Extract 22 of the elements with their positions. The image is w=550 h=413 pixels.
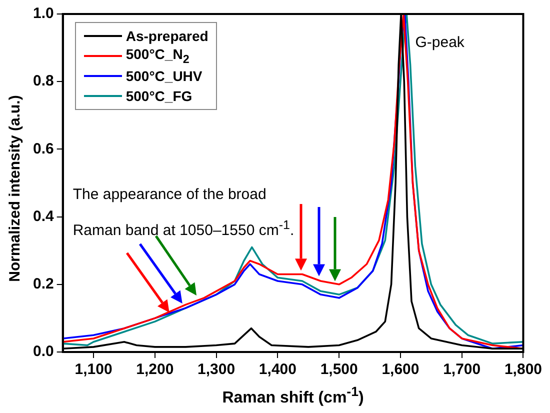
x-tick-label: 1,800 xyxy=(504,361,542,378)
legend-label: 500°C_N$_{2}$ xyxy=(126,46,190,66)
text: The appearance of the broad Raman band at 1050–1550 cm$^{-1}$. xyxy=(72,186,294,239)
legend-label: As-prepared xyxy=(126,28,208,44)
x-tick-label: 1,700 xyxy=(443,361,481,378)
x-tick-label: 1,200 xyxy=(136,361,174,378)
x-tick-label: 1,300 xyxy=(198,361,236,378)
y-tick-label: 0.8 xyxy=(32,72,54,90)
y-tick-label: 0.4 xyxy=(32,208,54,225)
legend-label: 500°C_UHV xyxy=(126,68,202,84)
x-tick-label: 1,600 xyxy=(382,361,420,378)
y-tick-label: 0.6 xyxy=(32,140,54,158)
annotation: G-peak xyxy=(415,34,464,51)
y-tick-label: 0.0 xyxy=(32,343,54,360)
y-tick-label: 0.2 xyxy=(32,276,54,293)
x-axis-title: Raman shift (cm$^{-1}$) xyxy=(221,384,365,408)
x-tick-label: 1,500 xyxy=(320,361,358,378)
x-tick-label: 1,100 xyxy=(74,361,112,378)
legend-label: 500°C_FG xyxy=(126,88,192,104)
y-tick-label: 1.0 xyxy=(32,5,54,22)
y-axis-title: Normalized intensity (a.u.) xyxy=(6,94,24,284)
x-tick-label: 1,400 xyxy=(258,361,296,378)
